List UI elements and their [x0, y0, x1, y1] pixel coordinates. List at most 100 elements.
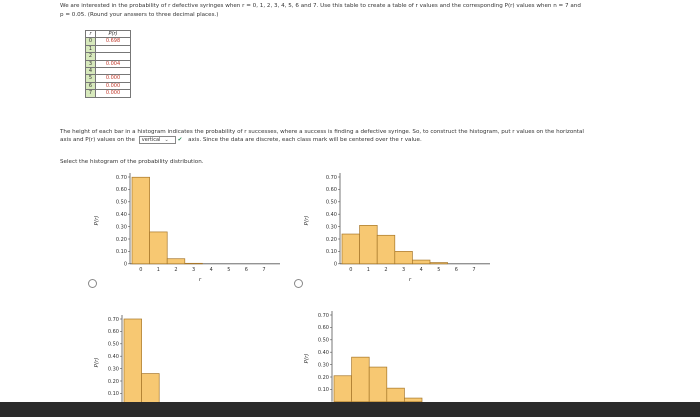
y-axis-label: P(r) — [304, 353, 310, 363]
table-header-p: P(r) — [95, 29, 131, 39]
y-tick-label: 0.40 — [318, 350, 329, 356]
y-tick-label: 0.20 — [116, 237, 127, 243]
histogram-bar — [359, 225, 378, 265]
histogram-bar — [351, 356, 370, 402]
histogram-bar — [333, 375, 352, 402]
histogram-bar — [341, 233, 360, 265]
table-cell-r: 4 — [85, 67, 96, 76]
x-tick-label: 4 — [210, 267, 213, 273]
table-cell-r: 6 — [85, 81, 96, 91]
table-row: 4 — [85, 67, 131, 76]
histogram-bar — [368, 366, 388, 402]
y-tick-label: 0.70 — [108, 317, 119, 323]
table-cell-p[interactable]: 0.004 — [95, 59, 131, 69]
y-axis-label: P(r) — [94, 357, 100, 367]
radio-option-2[interactable] — [294, 279, 303, 288]
histogram-bar — [131, 176, 150, 265]
y-tick-label: 0.50 — [108, 342, 119, 348]
y-tick-label: 0.50 — [116, 200, 127, 206]
y-tick-label: 0.30 — [116, 224, 127, 230]
y-tick-label: 0.30 — [108, 366, 119, 372]
bottom-bar — [0, 402, 700, 417]
table-cell-p[interactable]: 0.000 — [95, 74, 131, 83]
y-tick-label: 0.60 — [326, 187, 337, 193]
table-row: 7 0.000 — [85, 89, 131, 98]
x-tick-label: 5 — [437, 267, 440, 273]
histogram-bar — [412, 259, 431, 265]
table-cell-r: 5 — [85, 74, 96, 83]
axis-dropdown[interactable]: vertical ⌄ — [138, 136, 176, 144]
y-tick-label: 0.20 — [108, 379, 119, 385]
histogram-bar — [149, 231, 168, 265]
table-row: 2 — [85, 52, 131, 61]
table-cell-p[interactable] — [95, 44, 131, 54]
probability-table: r P(r) 0 0.698 1 2 3 0.004 4 5 0.000 6 — [85, 29, 131, 98]
axis-dropdown-value: vertical — [141, 137, 161, 143]
x-tick-label: 7 — [262, 267, 265, 273]
y-tick-label: 0.10 — [318, 387, 329, 393]
table-cell-p[interactable]: 0.698 — [95, 37, 131, 46]
instruction-text: Select the histogram of the probability … — [60, 159, 204, 165]
y-tick-label: 0.10 — [326, 249, 337, 255]
table-row: 3 0.004 — [85, 59, 131, 69]
histogram-option-3: 0.70 0.60 0.50 0.40 0.30 0.20 0.10 P(r) — [94, 315, 160, 402]
y-tick-label: 0.10 — [116, 249, 127, 255]
explanation-text: The height of each bar in a histogram in… — [60, 128, 690, 144]
table-cell-p[interactable]: 0.000 — [95, 89, 131, 98]
histogram-bar — [123, 318, 142, 402]
histogram-option-2: 0.70 0.60 0.50 0.40 0.30 0.20 0.10 0 P(r) 0 1 2 3 4 5 6… — [304, 173, 490, 283]
x-tick-label: 5 — [227, 267, 230, 273]
table-header-r: r — [85, 29, 96, 39]
y-tick-label: 0.50 — [326, 200, 337, 206]
y-tick-label: 0.40 — [108, 354, 119, 360]
y-tick-label: 0.60 — [318, 325, 329, 331]
question-line-1: We are interested in the probability of … — [60, 3, 581, 9]
x-tick-label: 4 — [420, 267, 423, 273]
y-tick-label: 0.70 — [326, 175, 337, 181]
table-header-row: r P(r) — [85, 29, 131, 39]
y-tick-label: 0.40 — [326, 212, 337, 218]
table-cell-p[interactable] — [95, 67, 131, 76]
explanation-line-2: axis and P(r) values on the vertical ⌄ ✔ a… — [60, 136, 690, 144]
y-tick-label: 0.70 — [116, 175, 127, 181]
table-cell-r: 1 — [85, 44, 96, 54]
histogram-bar — [394, 251, 413, 265]
histogram-bar — [141, 373, 160, 402]
question-page: We are interested in the probability of … — [0, 0, 700, 402]
x-tick-label: 1 — [367, 267, 370, 273]
table-cell-p[interactable]: 0.000 — [95, 81, 131, 91]
y-tick-label: 0.60 — [116, 187, 127, 193]
table-row: 1 — [85, 44, 131, 54]
histogram-bar — [429, 262, 448, 265]
radio-option-1[interactable] — [88, 279, 97, 288]
histogram-option-1: 0.70 0.60 0.50 0.40 0.30 0.20 0.10 0 P(r) 0 1 2 3 4 5 6… — [94, 173, 280, 283]
explanation-line-2-before: axis and P(r) values on the — [60, 137, 135, 143]
histogram-bar — [166, 258, 186, 265]
y-tick-label: 0.20 — [326, 237, 337, 243]
question-text: We are interested in the probability of … — [60, 2, 690, 20]
table-cell-r: 2 — [85, 52, 96, 61]
x-tick-label: 0 — [349, 267, 352, 273]
histogram-bar — [386, 387, 405, 402]
x-axis-label: r — [409, 277, 412, 283]
y-axis-label: P(r) — [304, 215, 310, 225]
x-tick-label: 6 — [455, 267, 458, 273]
y-tick-label: 0.10 — [108, 391, 119, 397]
checkmark-icon: ✔ — [177, 137, 183, 143]
table-row: 0 0.698 — [85, 37, 131, 46]
histogram-option-4: 0.70 0.60 0.50 0.40 0.30 0.20 0.10 P(r) — [304, 311, 423, 402]
x-tick-label: 2 — [174, 267, 177, 273]
y-tick-label: 0.20 — [318, 375, 329, 381]
x-tick-label: 6 — [245, 267, 248, 273]
x-tick-label: 7 — [472, 267, 475, 273]
explanation-line-1: The height of each bar in a histogram in… — [60, 129, 584, 135]
x-tick-label: 3 — [192, 267, 195, 273]
histogram-bar — [404, 397, 423, 402]
y-tick-label: 0.60 — [108, 329, 119, 335]
histogram-bar — [376, 234, 396, 265]
question-line-2: p = 0.05. (Round your answers to three d… — [60, 12, 219, 18]
y-tick-label: 0.30 — [318, 362, 329, 368]
table-cell-r: 3 — [85, 59, 96, 69]
table-row: 6 0.000 — [85, 81, 131, 91]
table-cell-p[interactable] — [95, 52, 131, 61]
